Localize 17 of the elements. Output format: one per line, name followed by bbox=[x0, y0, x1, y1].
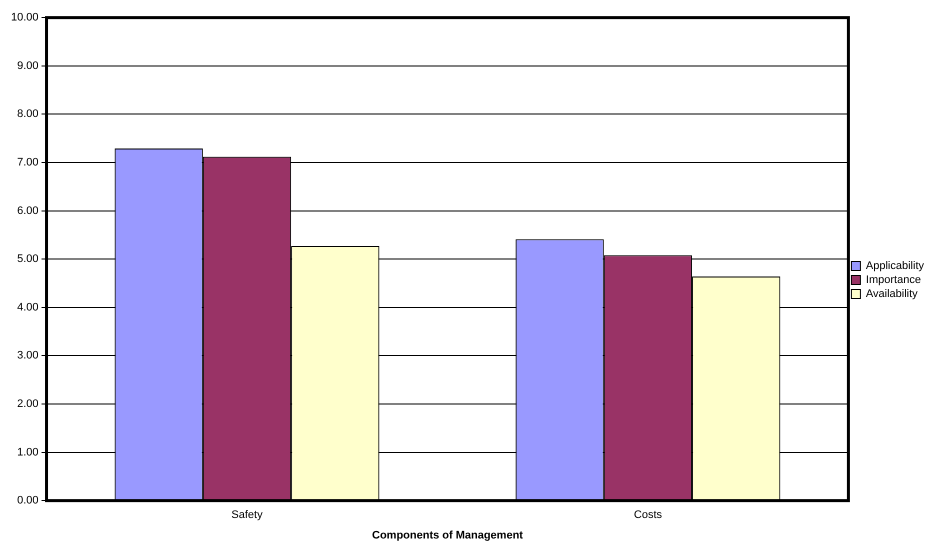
y-tick-label: 9.00 bbox=[17, 60, 39, 72]
y-tick-label: 5.00 bbox=[17, 253, 39, 266]
y-tick-label: 2.00 bbox=[17, 398, 39, 410]
y-tick-label: 3.00 bbox=[17, 350, 39, 362]
x-tick-label: Costs bbox=[634, 509, 662, 522]
y-tick-label: 6.00 bbox=[17, 204, 39, 217]
legend-label: Availability bbox=[866, 288, 918, 300]
y-tick-label: 10.00 bbox=[10, 12, 39, 24]
legend-label: Applicability bbox=[866, 260, 924, 272]
legend-label: Importance bbox=[866, 274, 921, 286]
y-tick-label: 0.00 bbox=[17, 494, 39, 507]
y-tick-label: 1.00 bbox=[17, 446, 39, 458]
y-tick-label: 7.00 bbox=[17, 156, 39, 169]
y-tick-label: 8.00 bbox=[17, 108, 39, 120]
x-axis-title: Components of Management bbox=[372, 529, 524, 542]
x-tick-label: Safety bbox=[231, 509, 264, 522]
y-tick-label: 4.00 bbox=[17, 301, 39, 314]
